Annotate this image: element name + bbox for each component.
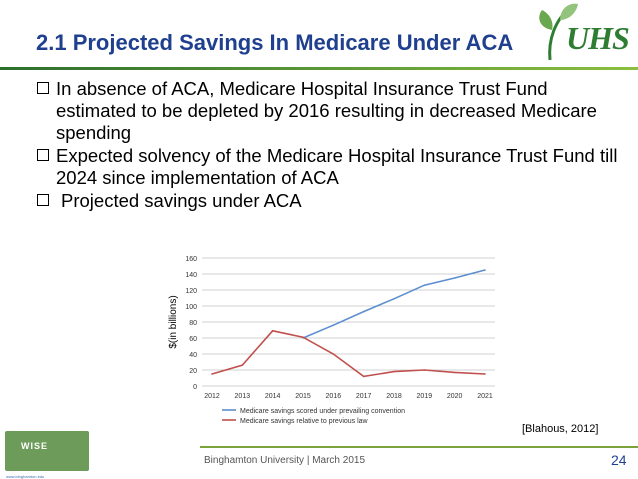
y-tick-label: 120	[185, 288, 197, 295]
x-tick-label: 2019	[417, 393, 433, 400]
wise-logo-text: WISE	[21, 441, 49, 451]
y-tick-label: 140	[185, 272, 197, 279]
y-tick-label: 80	[189, 320, 197, 327]
wise-url: www.binghamton.edu	[6, 474, 45, 479]
footer-divider	[200, 446, 638, 448]
series-2-point	[453, 371, 456, 374]
legend-label: Medicare savings scored under prevailing…	[240, 408, 405, 415]
x-tick-label: 2017	[356, 393, 372, 400]
y-tick-label: 20	[189, 368, 197, 375]
x-tick-label: 2012	[204, 393, 220, 400]
checkbox-bullet-icon	[37, 82, 49, 94]
series-2-point	[211, 373, 213, 375]
series-1-point	[393, 298, 395, 300]
x-tick-label: 2020	[447, 393, 463, 400]
y-tick-label: 40	[189, 352, 197, 359]
legend-label: Medicare savings relative to previous la…	[240, 418, 369, 425]
x-tick-label: 2014	[265, 393, 281, 400]
x-tick-label: 2016	[326, 393, 342, 400]
savings-chart: 0 20 40 60 80 100 120 140 160 2012 2013 2014 2015 201…	[160, 248, 500, 443]
x-tick-label: 2015	[295, 393, 311, 400]
series-1-point	[332, 324, 335, 326]
footer-text: Binghamton University | March 2015	[204, 455, 366, 466]
series-1-point	[423, 284, 426, 286]
series-2-point	[393, 370, 395, 373]
y-tick-label: 0	[193, 384, 197, 391]
series-2-point	[271, 330, 274, 332]
line-chart-svg: 0 20 40 60 80 100 120 140 160 2012 2013 2014 2015 201…	[168, 256, 495, 425]
series-2-point	[302, 336, 304, 338]
bullet-item: Projected savings under ACA	[37, 190, 627, 212]
series-1-point	[453, 277, 456, 279]
x-tick-label: 2013	[235, 393, 251, 400]
slide-title: 2.1 Projected Savings In Medicare Under …	[36, 30, 514, 55]
series-2-point	[332, 353, 335, 355]
series-2-point	[423, 369, 426, 371]
checkbox-bullet-icon	[37, 149, 49, 161]
bullet-text: In absence of ACA, Medicare Hospital Ins…	[56, 78, 597, 143]
bullet-item: Expected solvency of the Medicare Hospit…	[37, 145, 627, 189]
y-tick-label: 100	[185, 304, 197, 311]
bullet-list: In absence of ACA, Medicare Hospital Ins…	[37, 78, 627, 213]
uhs-logo-text: UHS	[566, 20, 630, 56]
x-tick-label: 2018	[386, 393, 402, 400]
bullet-text: Expected solvency of the Medicare Hospit…	[56, 145, 618, 188]
citation: [Blahous, 2012]	[522, 423, 599, 435]
series-1-point	[362, 310, 365, 313]
series-2-point	[484, 373, 486, 375]
checkbox-bullet-icon	[37, 194, 49, 206]
y-axis-label: $(in billions)	[168, 295, 179, 348]
bullet-item: In absence of ACA, Medicare Hospital Ins…	[37, 78, 627, 144]
series-line-1	[302, 269, 486, 339]
x-tick-label: 2021	[477, 393, 493, 400]
series-line-2	[211, 329, 486, 378]
bullet-text: Projected savings under ACA	[61, 190, 302, 211]
series-1-point	[484, 269, 486, 271]
y-tick-label: 160	[185, 256, 197, 263]
uhs-leaf-logo	[539, 3, 578, 61]
series-2-point	[362, 375, 365, 378]
title-divider	[0, 67, 638, 70]
wise-logo	[5, 431, 89, 471]
y-tick-label: 60	[189, 336, 197, 343]
page-number: 24	[611, 452, 627, 468]
series-2-point	[241, 364, 244, 366]
